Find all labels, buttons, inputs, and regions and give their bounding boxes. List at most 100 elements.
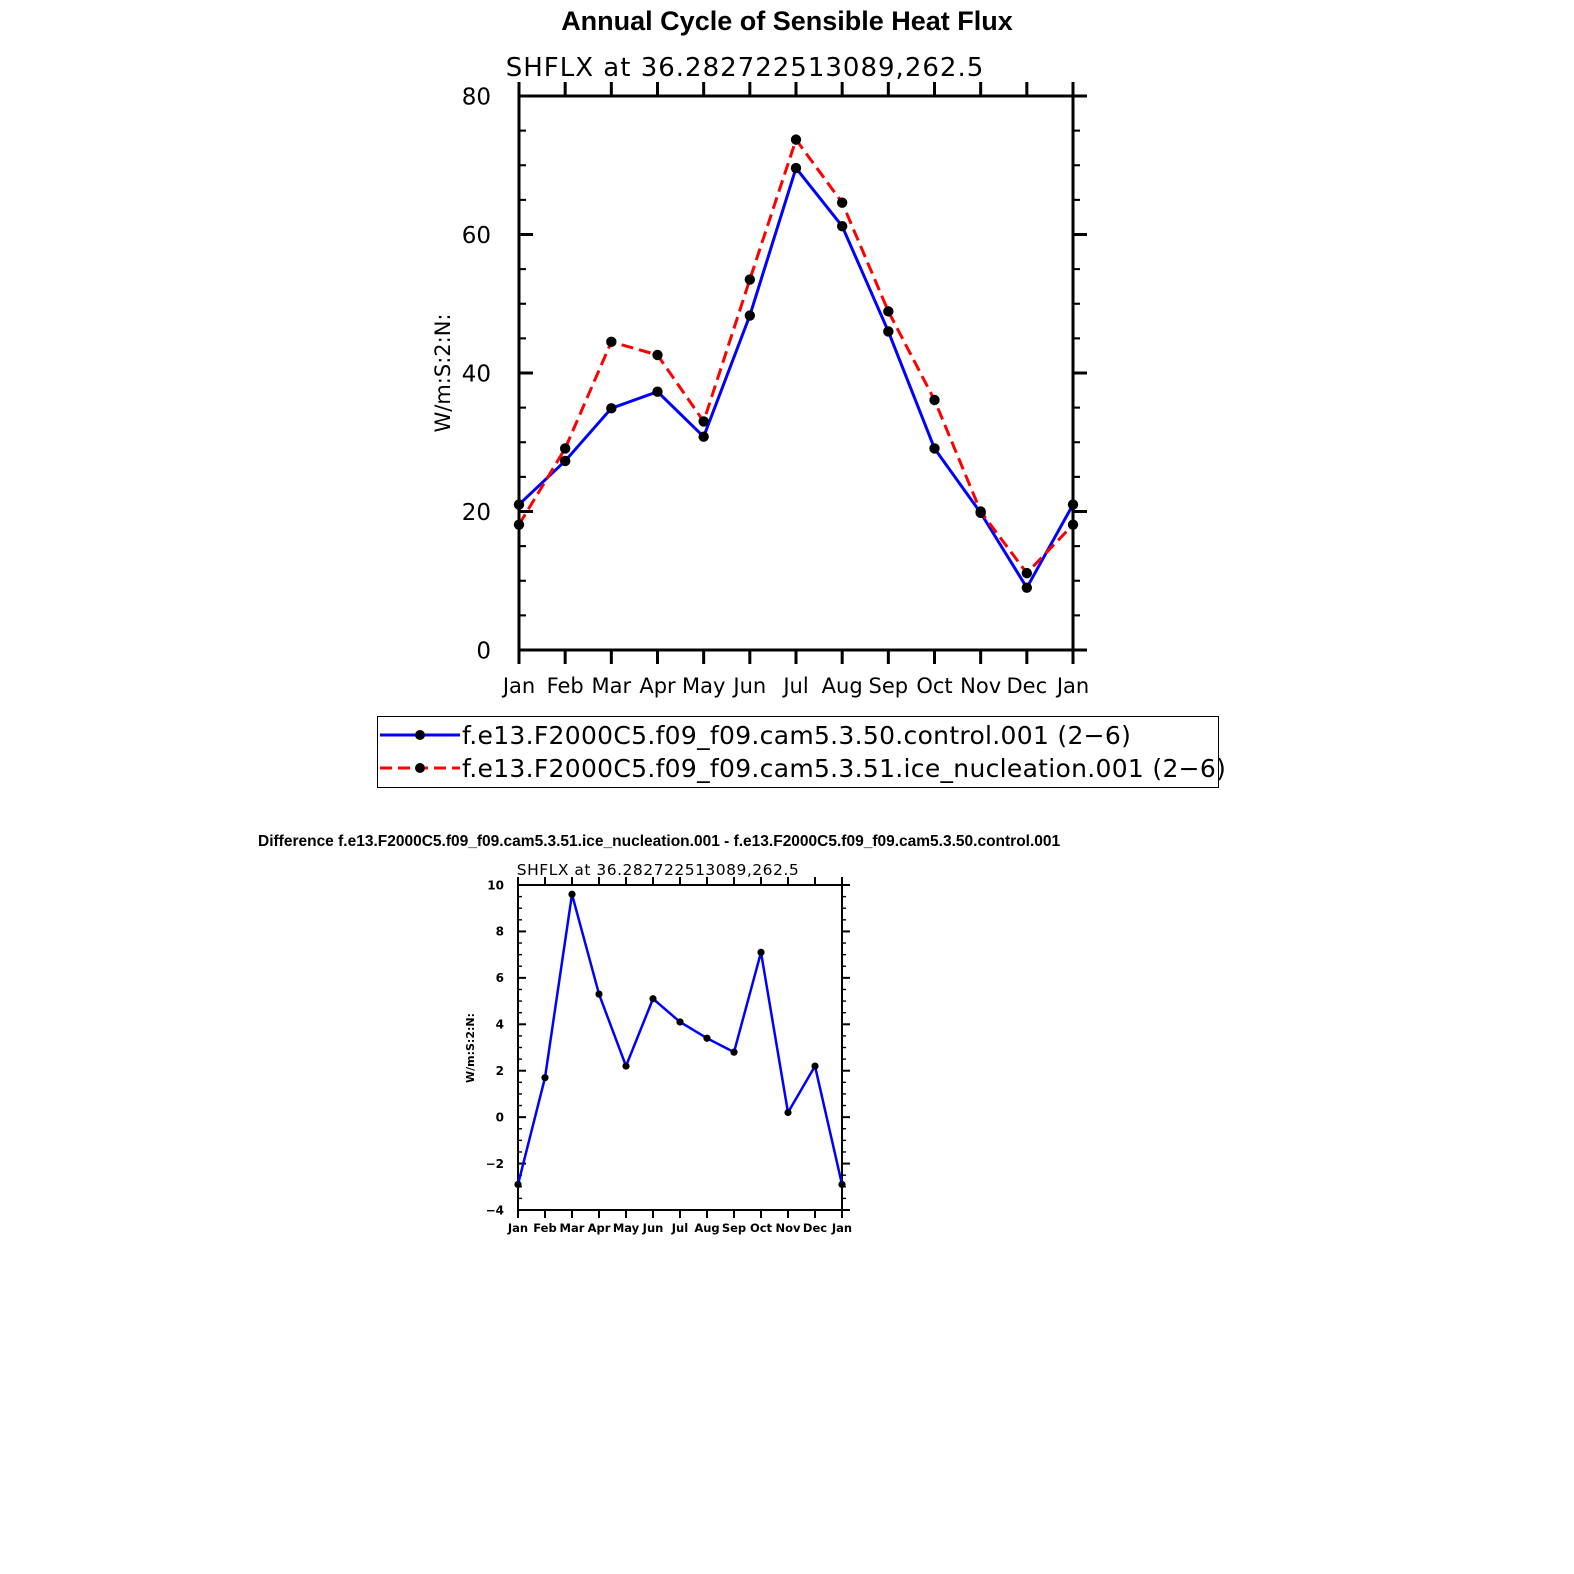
annual-cycle-data-point <box>559 443 571 454</box>
legend-sample-ice-nucleation <box>380 763 460 773</box>
difference-data-point <box>649 995 657 1003</box>
annual-cycle-y-tick-label: 40 <box>462 361 491 387</box>
annual-cycle-y-tick-label: 80 <box>462 84 491 110</box>
difference-x-tick-label: Dec <box>803 1221 827 1235</box>
annual-cycle-data-point <box>559 455 571 467</box>
annual-cycle-data-point <box>929 443 940 454</box>
difference-subtitle: SHFLX at 36.282722513089,262.5 <box>517 861 799 879</box>
legend-item-control: f.e13.F2000C5.f09_f09.cam5.3.50.control.… <box>378 719 1218 752</box>
difference-data-point <box>757 948 765 956</box>
legend-label-control: f.e13.F2000C5.f09_f09.cam5.3.50.control.… <box>462 721 1132 750</box>
annual-cycle-data-point <box>883 306 894 317</box>
annual-cycle-x-tick-label: Jul <box>781 674 808 698</box>
annual-cycle-x-tick-label: Nov <box>960 674 1001 698</box>
legend-sample-control <box>380 730 460 740</box>
annual-cycle-data-point <box>698 431 709 442</box>
difference-x-tick-label: Jun <box>642 1221 664 1235</box>
annual-cycle-data-point <box>652 349 663 361</box>
difference-y-tick-label: 8 <box>496 925 504 939</box>
legend-label-ice-nucleation: f.e13.F2000C5.f09_f09.cam5.3.51.ice_nucl… <box>462 754 1227 783</box>
difference-x-tick-label: Aug <box>694 1221 719 1235</box>
difference-y-tick-label: 10 <box>487 878 504 892</box>
annual-cycle-data-point <box>744 310 756 321</box>
annual-cycle-y-tick-label: 20 <box>462 500 491 526</box>
annual-cycle-data-point <box>929 394 940 406</box>
annual-cycle-chart: SHFLX at 36.282722513089,262.5 W/m:S:2:N… <box>431 53 1089 698</box>
difference-y-tick-label: 6 <box>496 971 504 985</box>
difference-data-point <box>838 1180 846 1189</box>
annual-cycle-data-point <box>606 403 617 414</box>
difference-ticks: Jan Feb Mar Apr May Jun Jul Aug Sep Oct Nov Dec Jan−… <box>486 877 852 1235</box>
difference-data-point <box>784 1108 792 1117</box>
main-title: Annual Cycle of Sensible Heat Flux <box>561 6 1013 36</box>
annual-cycle-data-point <box>1067 499 1079 510</box>
difference-y-tick-label: 0 <box>496 1110 504 1124</box>
annual-cycle-data-point <box>513 499 525 510</box>
difference-data-point <box>676 1018 684 1026</box>
annual-cycle-data-point <box>790 162 802 174</box>
difference-title: Difference f.e13.F2000C5.f09_f09.cam5.3.… <box>258 833 1061 850</box>
difference-y-tick-label: −4 <box>486 1203 504 1217</box>
annual-cycle-x-tick-label: Jan <box>501 674 535 698</box>
annual-cycle-data-point <box>1021 567 1033 579</box>
difference-y-axis-label: W/m:S:2:N: <box>464 1013 477 1083</box>
difference-x-tick-label: Jul <box>671 1221 688 1235</box>
difference-x-tick-label: Apr <box>588 1221 611 1235</box>
annual-cycle-x-tick-label: Jan <box>1055 674 1089 698</box>
annual-cycle-y-axis-label: W/m:S:2:N: <box>431 314 455 433</box>
annual-cycle-data-point <box>836 220 848 232</box>
difference-x-tick-label: Nov <box>775 1221 801 1235</box>
difference-y-tick-label: −2 <box>486 1157 504 1171</box>
annual-cycle-plot-frame <box>517 94 1075 652</box>
difference-data-point <box>595 990 603 998</box>
difference-chart: SHFLX at 36.282722513089,262.5 W/m:S:2:N… <box>464 861 852 1235</box>
annual-cycle-data-point <box>652 386 663 397</box>
difference-x-tick-label: May <box>613 1221 640 1235</box>
legend-item-ice-nucleation: f.e13.F2000C5.f09_f09.cam5.3.51.ice_nucl… <box>378 752 1226 785</box>
annual-cycle-series <box>513 134 1079 593</box>
annual-cycle-subtitle: SHFLX at 36.282722513089,262.5 <box>506 53 985 83</box>
annual-cycle-x-tick-label: Mar <box>592 674 632 698</box>
difference-data-point <box>622 1062 630 1070</box>
annual-cycle-data-point <box>1067 519 1079 530</box>
annual-cycle-data-point <box>698 416 709 427</box>
annual-cycle-data-point <box>513 519 525 530</box>
difference-x-tick-label: Sep <box>722 1221 746 1235</box>
annual-cycle-x-tick-label: Dec <box>1007 674 1048 698</box>
difference-data-point <box>568 890 576 898</box>
difference-data-point <box>730 1048 738 1056</box>
annual-cycle-x-tick-label: Aug <box>822 674 863 698</box>
annual-cycle-x-tick-label: Sep <box>869 674 909 698</box>
difference-data-point <box>541 1074 549 1082</box>
annual-cycle-data-point <box>1021 582 1033 593</box>
difference-x-tick-label: Mar <box>560 1221 585 1235</box>
annual-cycle-data-point <box>744 274 756 285</box>
difference-data-point <box>514 1180 522 1189</box>
annual-cycle-series-line-1 <box>517 138 1075 575</box>
difference-x-tick-label: Feb <box>533 1221 556 1235</box>
annual-cycle-ticks: Jan Feb Mar Apr May Jun Jul Aug Sep Oct Nov Dec Jan 0… <box>462 82 1089 698</box>
difference-data-point <box>811 1062 819 1070</box>
difference-series <box>514 890 846 1189</box>
annual-cycle-data-point <box>836 197 848 208</box>
annual-cycle-data-point <box>790 134 802 145</box>
difference-y-tick-label: 4 <box>496 1018 504 1032</box>
difference-y-tick-label: 2 <box>496 1064 504 1078</box>
annual-cycle-x-tick-label: Jun <box>731 674 766 698</box>
annual-cycle-y-tick-label: 0 <box>476 638 491 664</box>
annual-cycle-x-tick-label: Apr <box>639 674 676 698</box>
annual-cycle-x-tick-label: Oct <box>916 674 952 698</box>
difference-data-point <box>703 1034 711 1042</box>
difference-x-tick-label: Oct <box>750 1221 773 1235</box>
annual-cycle-data-point <box>975 506 986 517</box>
annual-cycle-x-tick-label: May <box>682 674 725 698</box>
legend: f.e13.F2000C5.f09_f09.cam5.3.50.control.… <box>377 716 1226 788</box>
difference-x-tick-label: Jan <box>507 1221 528 1235</box>
annual-cycle-data-point <box>606 336 617 348</box>
annual-cycle-x-tick-label: Feb <box>547 674 584 698</box>
annual-cycle-data-point <box>883 326 894 337</box>
annual-cycle-y-tick-label: 60 <box>462 223 491 249</box>
difference-series-line-0 <box>516 893 844 1185</box>
difference-x-tick-label: Jan <box>831 1221 852 1235</box>
